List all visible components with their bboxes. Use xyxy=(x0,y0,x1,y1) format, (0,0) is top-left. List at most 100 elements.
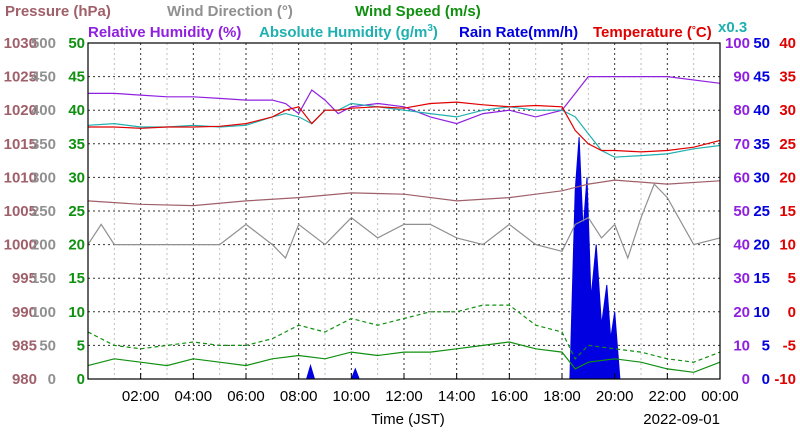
y-tick-label-rain: 20 xyxy=(753,237,770,254)
y-tick-label-wind_dir: 450 xyxy=(31,69,56,86)
y-tick-label-wind_speed: 50 xyxy=(68,35,85,52)
x-tick-label: 08:00 xyxy=(280,388,318,405)
x-tick-label: 04:00 xyxy=(175,388,213,405)
y-tick-label-rain: 40 xyxy=(753,102,770,119)
y-tick-label-temp: 25 xyxy=(779,136,796,153)
y-tick-label-pressure: 1025 xyxy=(4,69,37,86)
x-tick-label: 02:00 xyxy=(122,388,160,405)
series-temp xyxy=(88,101,721,153)
y-tick-label-temp: 40 xyxy=(779,35,796,52)
y-tick-label-wind_dir: 300 xyxy=(31,169,56,186)
legend-relative-humidity: Relative Humidity (%) xyxy=(88,24,241,41)
y-tick-label-rh: 50 xyxy=(733,203,750,220)
y-tick-label-rh: 100 xyxy=(725,35,750,52)
y-tick-label-wind_speed: 35 xyxy=(68,136,85,153)
legend-temperature-degree: ° xyxy=(692,25,696,36)
legend-absolute-humidity: Absolute Humidity (g/m3) xyxy=(259,23,438,41)
y-tick-label-rh: 30 xyxy=(733,270,750,287)
y-tick-label-pressure: 990 xyxy=(12,304,37,321)
y-tick-label-pressure: 1020 xyxy=(4,102,37,119)
y-tick-label-pressure: 1030 xyxy=(4,35,37,52)
y-tick-label-pressure: 1010 xyxy=(4,169,37,186)
x-axis: 02:00 04:00 06:00 08:00 10:00 12:00 14:00 16:00… xyxy=(122,373,739,405)
legend-pressure: Pressure (hPa) xyxy=(5,3,111,20)
y-tick-label-rh: 20 xyxy=(733,304,750,321)
y-tick-label-rain: 35 xyxy=(753,136,770,153)
y-tick-label-pressure: 980 xyxy=(12,371,37,388)
y-tick-label-rh: 10 xyxy=(733,337,750,354)
y-tick-label-wind_dir: 200 xyxy=(31,237,56,254)
legend-temperature-unit: C) xyxy=(696,24,712,41)
y-tick-label-temp: 5 xyxy=(788,270,796,287)
y-tick-label-wind_dir: 400 xyxy=(31,102,56,119)
y-tick-label-wind_speed: 40 xyxy=(68,102,85,119)
y-tick-label-rain: 5 xyxy=(762,337,770,354)
y-tick-label-wind_dir: 250 xyxy=(31,203,56,220)
y-tick-label-temp: 15 xyxy=(779,203,796,220)
legend-absolute-humidity-superscript: 3 xyxy=(427,23,433,34)
y-tick-label-wind_speed: 45 xyxy=(68,69,85,86)
series-layer xyxy=(87,75,721,380)
series-rh xyxy=(88,75,721,125)
chart-date: 2022-09-01 xyxy=(643,411,720,428)
series-wind_speed_mean xyxy=(87,341,721,373)
y-tick-label-wind_dir: 0 xyxy=(48,371,56,388)
legend-absolute-humidity-close: ) xyxy=(433,24,438,41)
grid xyxy=(88,43,720,379)
y-tick-label-wind_speed: 10 xyxy=(68,304,85,321)
y-tick-label-pressure: 1005 xyxy=(4,203,37,220)
y-tick-label-rain: 50 xyxy=(753,35,770,52)
y-tick-label-temp: 20 xyxy=(779,169,796,186)
y-tick-label-pressure: 1015 xyxy=(4,136,37,153)
y-tick-label-rain: 0 xyxy=(762,371,770,388)
y-tick-label-wind_dir: 100 xyxy=(31,304,56,321)
y-tick-label-pressure: 985 xyxy=(12,337,37,354)
y-tick-label-pressure: 1000 xyxy=(4,237,37,254)
x-tick-label: 06:00 xyxy=(227,388,265,405)
y-tick-label-wind_speed: 0 xyxy=(77,371,85,388)
y-tick-label-rain: 15 xyxy=(753,270,770,287)
legend-wind-direction: Wind Direction (°) xyxy=(167,3,293,20)
y-tick-label-wind_speed: 20 xyxy=(68,237,85,254)
legend-temperature-label: Temperature ( xyxy=(593,24,692,41)
y-tick-label-wind_dir: 50 xyxy=(39,337,56,354)
x-tick-label: 14:00 xyxy=(438,388,476,405)
x-tick-label: 20:00 xyxy=(596,388,634,405)
y-tick-label-wind_dir: 500 xyxy=(31,35,56,52)
x-tick-label: 00:00 xyxy=(701,388,739,405)
legend-scale-note: x0.3 xyxy=(718,19,747,36)
y-axes: 9809859909951000100510101015102010251030… xyxy=(4,35,796,388)
y-tick-label-rain: 45 xyxy=(753,69,770,86)
y-tick-label-temp: 30 xyxy=(779,102,796,119)
y-tick-label-rh: 70 xyxy=(733,136,750,153)
y-tick-label-temp: 0 xyxy=(788,304,796,321)
x-tick-label: 16:00 xyxy=(491,388,529,405)
y-tick-label-rh: 80 xyxy=(733,102,750,119)
y-tick-label-wind_speed: 15 xyxy=(68,270,85,287)
y-tick-label-rain: 30 xyxy=(753,169,770,186)
y-tick-label-rain: 25 xyxy=(753,203,770,220)
y-tick-label-rh: 90 xyxy=(733,69,750,86)
series-wind_dir xyxy=(87,183,721,260)
y-tick-label-rh: 0 xyxy=(742,371,750,388)
x-tick-label: 22:00 xyxy=(649,388,687,405)
y-tick-label-rain: 10 xyxy=(753,304,770,321)
legend-temperature: Temperature (°C) xyxy=(593,24,712,41)
x-tick-label: 10:00 xyxy=(333,388,371,405)
y-tick-label-wind_speed: 30 xyxy=(68,169,85,186)
legend-absolute-humidity-label: Absolute Humidity (g/m xyxy=(259,24,427,41)
y-tick-label-temp: -5 xyxy=(783,337,796,354)
y-tick-label-wind_dir: 350 xyxy=(31,136,56,153)
series-wind_speed_gust xyxy=(87,304,721,363)
y-tick-label-wind_dir: 150 xyxy=(31,270,56,287)
legend-rain-rate: Rain Rate(mm/h) xyxy=(459,24,578,41)
y-tick-label-rh: 60 xyxy=(733,169,750,186)
y-tick-label-rh: 40 xyxy=(733,237,750,254)
y-tick-label-temp: 10 xyxy=(779,237,796,254)
y-tick-label-temp: -10 xyxy=(774,371,796,388)
x-axis-label: Time (JST) xyxy=(371,411,445,428)
x-tick-label: 18:00 xyxy=(543,388,581,405)
x-tick-label: 12:00 xyxy=(385,388,423,405)
legend-wind-speed: Wind Speed (m/s) xyxy=(355,3,481,20)
